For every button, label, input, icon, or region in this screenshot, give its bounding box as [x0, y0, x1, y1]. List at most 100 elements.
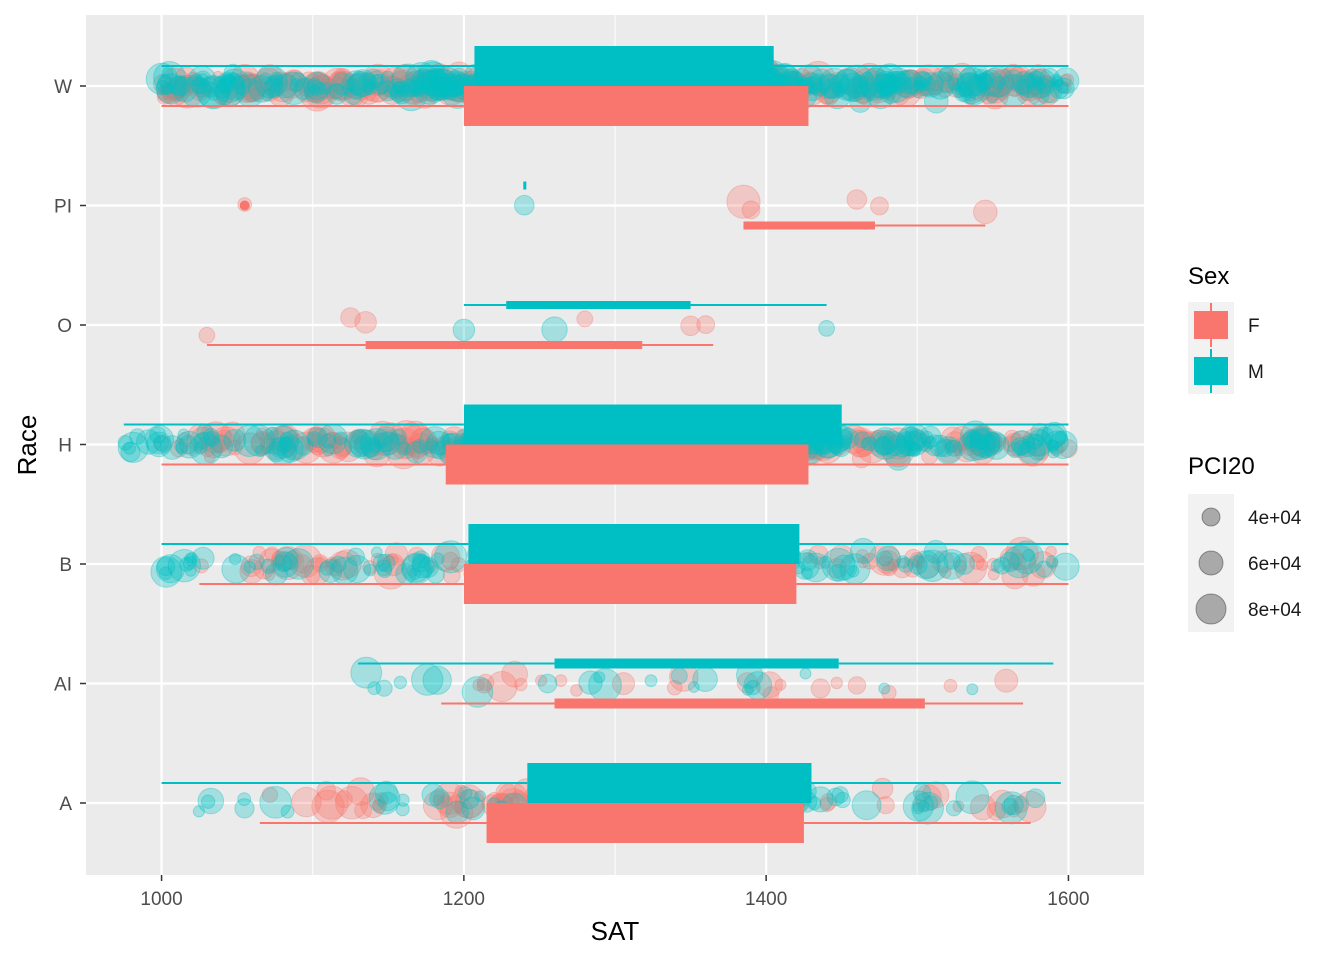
data-point-h-f — [348, 428, 370, 450]
data-point-b-m — [897, 557, 914, 573]
data-point-a-f — [314, 785, 349, 820]
data-point-w-f — [282, 69, 306, 93]
data-point-w-m — [168, 75, 189, 96]
data-point-b-m — [156, 557, 176, 577]
data-point-h-f — [1007, 430, 1035, 459]
data-point-b-m — [993, 556, 1011, 575]
data-point-w-f — [895, 78, 908, 90]
data-point-w-m — [960, 67, 978, 85]
data-point-h-m — [293, 436, 314, 456]
data-point-w-m — [860, 82, 877, 98]
data-point-w-m — [431, 83, 449, 101]
data-point-w-m — [1037, 78, 1054, 94]
data-point-ai-f — [514, 677, 528, 692]
data-point-h-f — [1054, 440, 1067, 453]
data-point-h-m — [1032, 434, 1046, 447]
data-point-a-m — [955, 780, 990, 815]
data-point-w-f — [1032, 75, 1060, 104]
data-point-w-m — [169, 75, 191, 97]
data-point-ai-m — [878, 682, 891, 695]
data-point-w-f — [416, 79, 438, 102]
data-point-w-m — [308, 84, 321, 96]
data-point-w-m — [964, 90, 976, 102]
data-point-w-f — [425, 70, 440, 85]
data-point-w-f — [946, 77, 959, 90]
data-point-b-m — [274, 554, 293, 573]
data-point-w-m — [362, 80, 378, 96]
data-point-h-f — [270, 425, 299, 454]
data-point-b-m — [363, 563, 377, 577]
data-point-w-m — [439, 75, 462, 98]
data-point-h-f — [851, 431, 877, 456]
data-point-b-f — [384, 542, 408, 566]
data-point-w-m — [967, 76, 989, 97]
data-point-h-f — [190, 426, 216, 452]
data-point-h-m — [874, 436, 894, 456]
data-point-w-m — [158, 74, 172, 88]
y-tick-label: A — [59, 794, 72, 815]
data-point-a-f — [261, 786, 279, 803]
data-point-h-m — [320, 433, 337, 449]
data-point-o-m — [818, 320, 835, 337]
data-point-w-f — [253, 68, 285, 99]
data-point-b-m — [158, 566, 173, 581]
data-point-h-f — [968, 433, 990, 455]
data-point-w-m — [269, 71, 284, 86]
data-point-w-m — [848, 74, 869, 95]
data-point-w-f — [893, 69, 923, 99]
data-point-h-f — [332, 431, 364, 463]
data-point-b-m — [272, 551, 299, 578]
data-point-w-f — [233, 74, 251, 92]
data-point-b-m — [377, 553, 396, 573]
data-point-b-f — [327, 551, 358, 581]
data-point-a-f — [819, 796, 835, 813]
data-point-b-m — [183, 553, 197, 567]
data-point-a-m — [374, 780, 398, 805]
data-point-w-f — [311, 75, 335, 99]
data-point-b-m — [1035, 560, 1053, 578]
data-point-a-m — [831, 786, 849, 804]
data-point-b-f — [406, 564, 419, 577]
data-point-w-m — [838, 72, 868, 103]
data-point-w-m — [161, 67, 174, 80]
data-point-w-m — [191, 77, 208, 94]
data-point-h-f — [184, 442, 199, 456]
data-point-b-f — [861, 552, 879, 570]
data-point-b-m — [274, 546, 299, 571]
data-point-b-m — [179, 557, 194, 572]
data-point-w-f — [988, 79, 1005, 95]
data-point-w-m — [1052, 67, 1080, 95]
data-point-w-f — [159, 67, 192, 100]
data-point-w-f — [230, 63, 260, 93]
data-point-h-m — [223, 428, 247, 452]
data-point-a-f — [453, 800, 467, 814]
data-point-w-m — [196, 75, 230, 109]
data-point-h-f — [883, 440, 897, 453]
data-point-b-f — [904, 548, 923, 568]
data-point-b-f — [253, 558, 275, 580]
data-point-w-m — [407, 80, 424, 97]
data-point-w-f — [966, 74, 994, 102]
data-point-w-m — [957, 81, 974, 98]
data-point-a-m — [851, 790, 882, 821]
data-point-w-m — [194, 70, 212, 88]
data-point-w-f — [879, 73, 901, 96]
data-point-w-f — [853, 67, 883, 97]
data-point-w-f — [160, 77, 186, 102]
data-point-w-f — [334, 69, 348, 83]
data-point-w-m — [847, 89, 860, 102]
data-point-a-m — [445, 800, 470, 825]
data-point-ai-m — [799, 667, 812, 680]
data-point-b-m — [370, 546, 383, 559]
data-point-h-f — [200, 442, 216, 458]
data-point-w-f — [256, 76, 282, 102]
data-point-h-f — [943, 442, 956, 454]
data-point-h-m — [969, 427, 1001, 459]
data-point-b-f — [407, 546, 427, 566]
data-point-b-m — [936, 549, 968, 580]
data-point-w-m — [341, 70, 371, 100]
data-point-w-f — [360, 70, 393, 103]
data-point-a-f — [372, 799, 384, 811]
data-point-w-m — [377, 80, 399, 102]
data-point-h-f — [259, 427, 287, 455]
